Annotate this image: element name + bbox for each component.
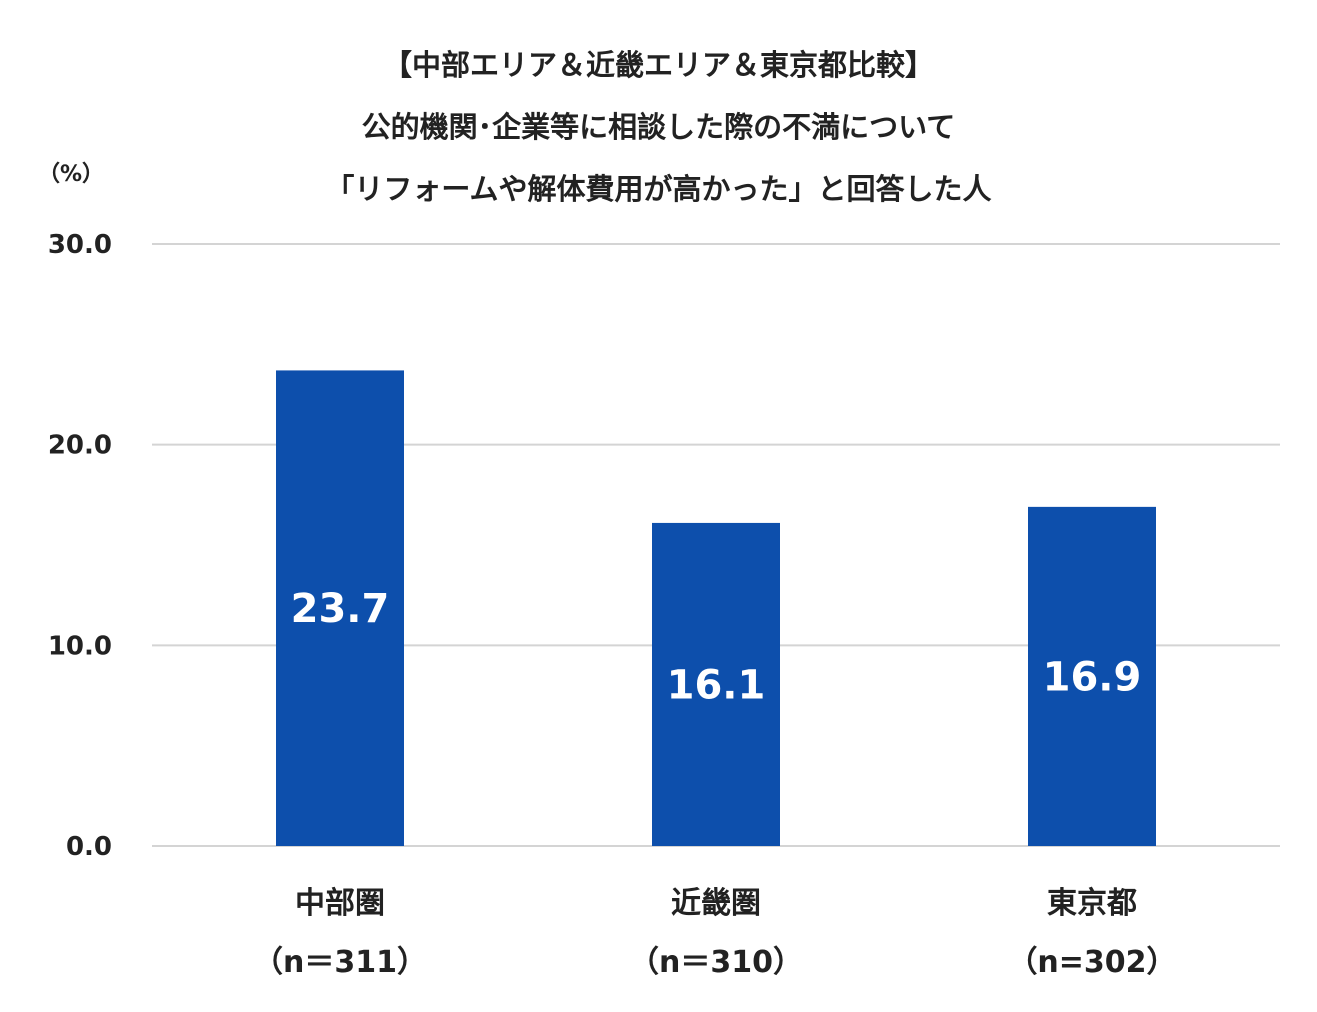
- bar: [652, 522, 780, 846]
- chart-title-line-2: 公的機関･企業等に相談した際の不満について: [361, 110, 956, 144]
- data-label: 16.9: [1043, 654, 1142, 700]
- chart-title-line-3: 「リフォームや解体費用が高かった」と回答した人: [325, 172, 992, 206]
- data-labels: 23.7 16.1 16.9: [291, 586, 1142, 708]
- bar: [1028, 506, 1156, 846]
- y-tick-label: 0.0: [66, 832, 112, 862]
- y-tick-label: 30.0: [48, 230, 112, 260]
- x-axis-categories: 中部圏 （n＝311） 近畿圏 （n＝310） 東京都 （n=302）: [253, 886, 1177, 980]
- category-label: 東京都: [1047, 886, 1137, 921]
- chart-title: 【中部エリア＆近畿エリア＆東京都比較】 公的機関･企業等に相談した際の不満につい…: [0, 34, 1317, 220]
- sample-size-label: （n＝310）: [629, 945, 803, 980]
- category-label: 近畿圏: [671, 886, 761, 921]
- category-label: 中部圏: [295, 886, 385, 921]
- y-axis-unit-label: （%）: [38, 162, 105, 187]
- sample-size-label: （n＝311）: [253, 945, 427, 980]
- sample-size-label: （n=302）: [1007, 945, 1176, 980]
- data-label: 16.1: [667, 662, 766, 708]
- y-axis-ticks: 0.0 10.0 20.0 30.0: [48, 230, 112, 862]
- data-label: 23.7: [291, 586, 390, 632]
- y-tick-label: 10.0: [48, 631, 112, 661]
- bars: [276, 370, 1156, 846]
- chart-title-line-1: 【中部エリア＆近畿エリア＆東京都比較】: [382, 48, 934, 82]
- bar: [276, 370, 404, 846]
- y-tick-label: 20.0: [48, 431, 112, 461]
